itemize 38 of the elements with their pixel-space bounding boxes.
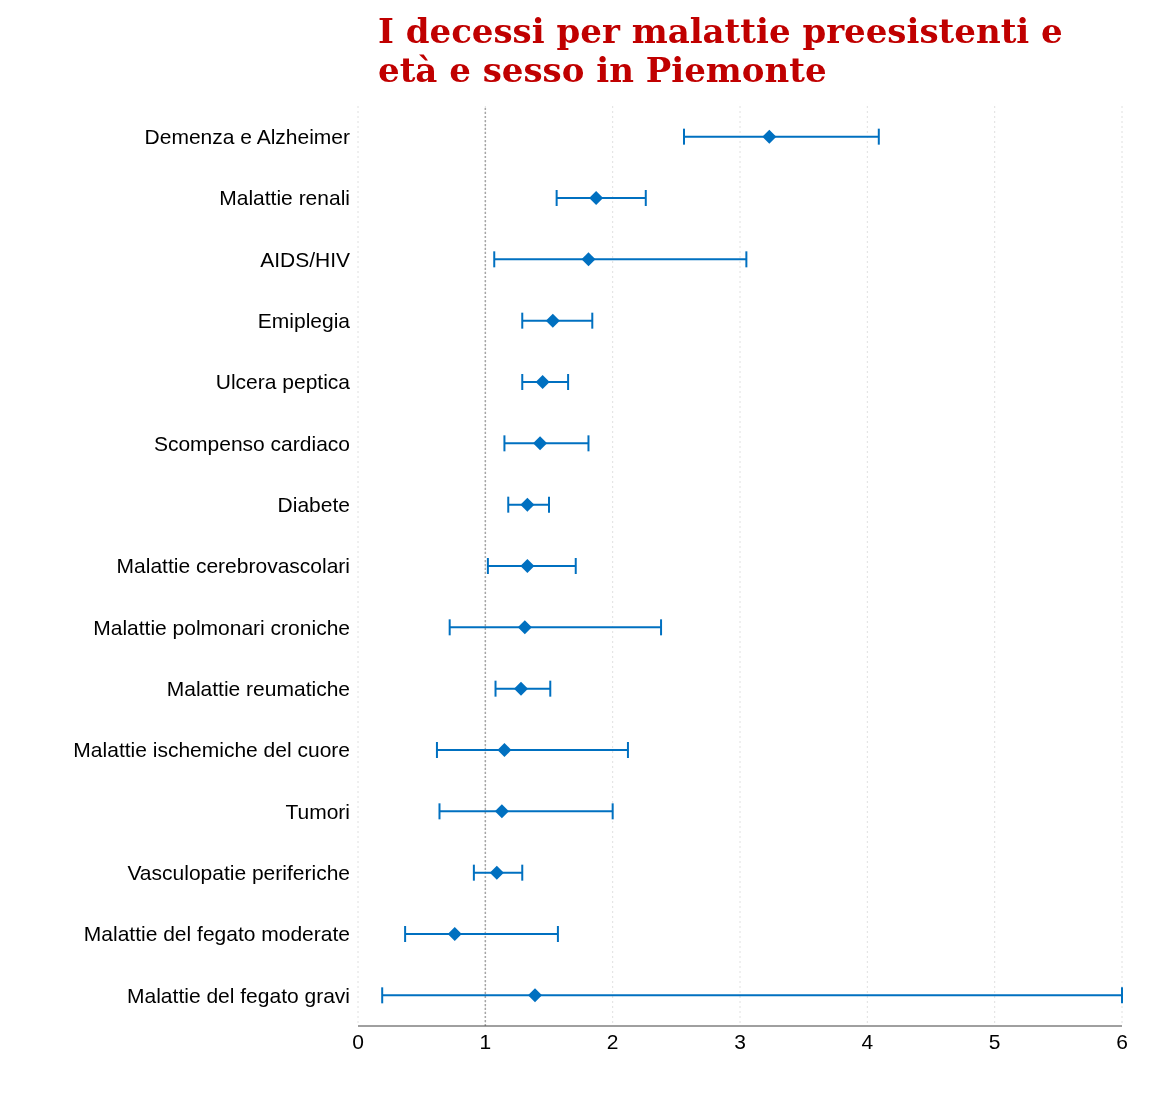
point (494, 804, 509, 819)
point (520, 559, 535, 574)
x-tick-label: 3 (734, 1030, 746, 1054)
y-tick-label: Diabete (277, 493, 350, 517)
y-tick-label: Malattie del fegato moderate (83, 922, 350, 946)
point (520, 497, 535, 512)
point (517, 620, 532, 635)
point (589, 191, 604, 206)
y-tick-label: Emiplegia (257, 309, 351, 333)
point (447, 927, 462, 942)
point (545, 313, 560, 328)
point (513, 681, 528, 696)
y-tick-label: Tumori (285, 799, 350, 823)
y-tick-label: Demenza e Alzheimer (144, 125, 350, 149)
y-tick-label: Malattie cerebrovascolari (116, 554, 350, 578)
x-tick-label: 4 (861, 1030, 874, 1054)
x-tick-label: 1 (479, 1030, 492, 1054)
x-tick-label: 5 (988, 1030, 1001, 1054)
y-tick-label: Malattie del fegato gravi (127, 983, 350, 1007)
x-tick-label: 0 (352, 1030, 364, 1054)
y-tick-label: Ulcera peptica (215, 370, 351, 394)
y-tick-label: Vasculopatie periferiche (127, 861, 350, 885)
y-tick-label: Malattie reumatiche (166, 677, 350, 701)
x-tick-label: 6 (1116, 1030, 1128, 1054)
point (489, 865, 504, 880)
y-tick-label: Malattie polmonari croniche (93, 615, 350, 639)
y-tick-label: Malattie ischemiche del cuore (73, 738, 350, 762)
point (762, 129, 777, 144)
chart-title: I decessi per malattie preesistenti e età e sesso in Piemonte (377, 10, 1064, 93)
y-tick-label: AIDS/HIV (260, 247, 350, 271)
x-tick-label: 2 (606, 1030, 619, 1054)
y-tick-label: Malattie renali (219, 186, 350, 210)
point (497, 743, 512, 758)
point (535, 375, 550, 390)
point (581, 252, 596, 267)
point (533, 436, 548, 451)
y-tick-label: Scompenso cardiaco (153, 431, 350, 455)
point (527, 988, 542, 1003)
